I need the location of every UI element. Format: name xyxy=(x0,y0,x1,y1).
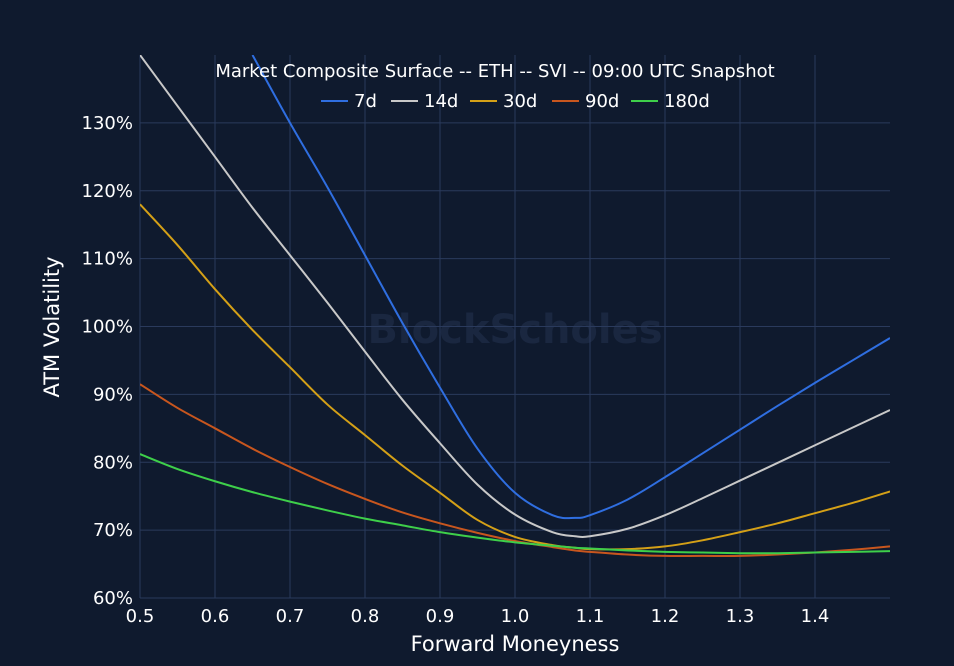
x-tick-label: 1.0 xyxy=(501,606,530,627)
legend-item-14d[interactable]: 14d xyxy=(391,91,458,112)
series-line-30d xyxy=(140,203,890,551)
series-line-7d xyxy=(251,55,890,520)
y-tick-label: 100% xyxy=(82,317,133,338)
legend-label: 30d xyxy=(503,91,537,112)
y-tick-label: 80% xyxy=(93,452,133,473)
legend-item-90d[interactable]: 90d xyxy=(552,91,619,112)
y-tick-label: 120% xyxy=(82,181,133,202)
x-tick-label: 0.7 xyxy=(276,606,305,627)
legend-label: 180d xyxy=(664,91,710,112)
legend-item-180d[interactable]: 180d xyxy=(631,91,710,112)
series-line-14d xyxy=(140,55,890,538)
x-tick-label: 0.9 xyxy=(426,606,455,627)
legend-label: 14d xyxy=(424,91,458,112)
x-axis-label: Forward Moneyness xyxy=(411,632,620,656)
x-tick-label: 0.5 xyxy=(126,606,155,627)
y-tick-label: 130% xyxy=(82,113,133,134)
x-tick-label: 0.6 xyxy=(201,606,230,627)
grid-layer xyxy=(139,55,890,599)
y-tick-label: 90% xyxy=(93,384,133,405)
legend-label: 7d xyxy=(354,91,377,112)
y-tick-label: 60% xyxy=(93,588,133,609)
legend-item-7d[interactable]: 7d xyxy=(321,91,377,112)
series-layer xyxy=(140,55,890,558)
x-tick-label: 1.3 xyxy=(726,606,755,627)
x-tick-label: 1.4 xyxy=(801,606,830,627)
legend-label: 90d xyxy=(585,91,619,112)
chart-title: Market Composite Surface -- ETH -- SVI -… xyxy=(215,61,774,82)
y-axis-ticks: 60% 70% 80% 90% 100% 110% 120% 130% xyxy=(82,113,133,609)
legend-item-30d[interactable]: 30d xyxy=(470,91,537,112)
y-tick-label: 70% xyxy=(93,520,133,541)
x-tick-label: 1.2 xyxy=(651,606,680,627)
x-axis-ticks: 0.5 0.6 0.7 0.8 0.9 1.0 1.1 1.2 1.3 1.4 xyxy=(126,606,830,627)
y-tick-label: 110% xyxy=(82,249,133,270)
x-tick-label: 0.8 xyxy=(351,606,380,627)
legend: 7d 14d 30d 90d 180d xyxy=(321,91,710,112)
x-tick-label: 1.1 xyxy=(576,606,605,627)
y-axis-label: ATM Volatility xyxy=(40,256,64,397)
series-line-180d xyxy=(140,453,890,555)
